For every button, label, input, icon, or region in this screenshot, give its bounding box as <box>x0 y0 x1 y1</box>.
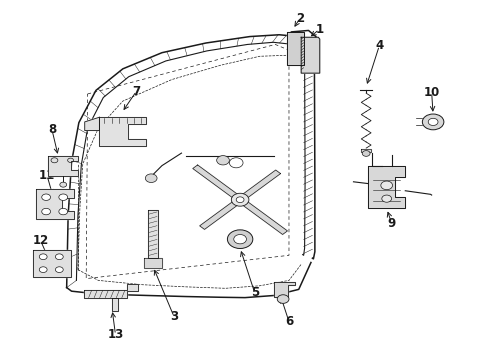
Polygon shape <box>200 170 281 229</box>
Polygon shape <box>361 149 371 152</box>
Polygon shape <box>84 284 138 298</box>
Text: 3: 3 <box>170 310 178 324</box>
Text: 2: 2 <box>295 12 304 25</box>
Text: 11: 11 <box>39 169 55 182</box>
Text: 9: 9 <box>388 216 396 230</box>
Circle shape <box>42 194 50 201</box>
Polygon shape <box>301 37 320 73</box>
Circle shape <box>381 181 392 190</box>
Circle shape <box>234 234 246 244</box>
Polygon shape <box>85 117 99 131</box>
Polygon shape <box>287 32 304 65</box>
Circle shape <box>55 267 63 273</box>
Polygon shape <box>145 258 162 268</box>
Text: 7: 7 <box>132 85 141 98</box>
Text: 8: 8 <box>48 123 56 136</box>
Polygon shape <box>274 282 295 297</box>
Circle shape <box>39 254 47 260</box>
Circle shape <box>39 267 47 273</box>
Text: 10: 10 <box>423 86 440 99</box>
Circle shape <box>382 195 392 202</box>
Circle shape <box>422 114 444 130</box>
Circle shape <box>227 230 253 248</box>
Text: 5: 5 <box>251 287 259 300</box>
Circle shape <box>59 208 68 215</box>
Text: 6: 6 <box>285 315 293 328</box>
Polygon shape <box>36 189 74 220</box>
Circle shape <box>59 194 68 201</box>
Polygon shape <box>33 249 71 277</box>
Circle shape <box>60 182 67 187</box>
Circle shape <box>362 150 370 156</box>
Circle shape <box>428 118 438 126</box>
Polygon shape <box>193 165 288 234</box>
Text: 1: 1 <box>315 23 323 36</box>
Polygon shape <box>99 117 147 146</box>
Circle shape <box>236 197 244 203</box>
Circle shape <box>231 193 249 206</box>
Circle shape <box>55 254 63 260</box>
Polygon shape <box>368 166 405 208</box>
Text: 12: 12 <box>33 234 49 247</box>
Polygon shape <box>148 211 158 258</box>
Circle shape <box>217 156 229 165</box>
Polygon shape <box>112 298 118 311</box>
Polygon shape <box>48 156 78 176</box>
Text: 4: 4 <box>375 39 384 52</box>
Circle shape <box>146 174 157 183</box>
Text: 13: 13 <box>107 328 123 341</box>
Circle shape <box>277 295 289 303</box>
Circle shape <box>42 208 50 215</box>
